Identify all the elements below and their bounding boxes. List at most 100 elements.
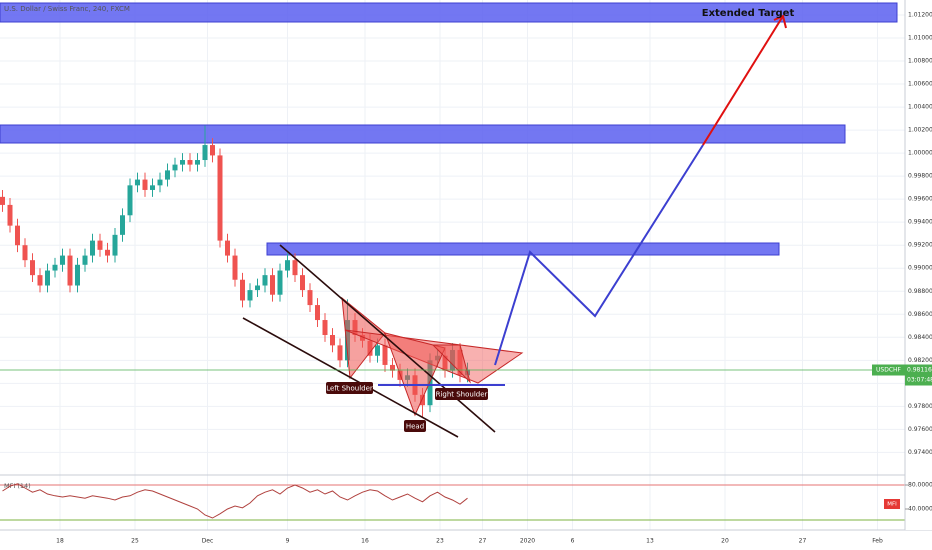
x-tick-label: 27 xyxy=(799,538,807,545)
candle-body xyxy=(315,305,320,321)
candle-body xyxy=(7,204,13,226)
candle-body xyxy=(22,245,28,261)
candle-body xyxy=(330,335,335,346)
candle-body xyxy=(337,345,343,361)
annotation: Extended Target xyxy=(702,8,795,19)
y-tick-label: 1.00200 xyxy=(908,127,932,134)
y-tick-label: 0.97800 xyxy=(908,403,932,410)
y-tick-label: 0.99000 xyxy=(908,265,932,272)
candle-body xyxy=(127,185,133,216)
candle-body xyxy=(382,345,388,365)
channel-top xyxy=(279,244,496,433)
indicator-tick-label: 80.00000 xyxy=(908,482,932,489)
candle-body xyxy=(135,179,140,186)
candle-body xyxy=(112,234,118,256)
candle-body xyxy=(247,290,253,301)
target-arrow xyxy=(702,15,784,146)
countdown-label: 03:07:48 xyxy=(907,377,932,384)
y-tick-label: 1.01000 xyxy=(908,34,932,41)
projection-path xyxy=(494,144,704,366)
overlay: 1.01200 1.01000 1.00800 1.00600 1.00400 1.002… xyxy=(0,11,932,545)
candle-body xyxy=(90,240,95,256)
y-tick-label: 0.99200 xyxy=(908,242,932,249)
candle-body xyxy=(390,364,395,371)
candle-body xyxy=(420,394,425,406)
indicator-title: MFI (14) xyxy=(4,482,31,490)
candle-body xyxy=(0,196,5,205)
y-tick-label: 0.98400 xyxy=(908,334,932,341)
candle-body xyxy=(142,179,148,190)
x-tick-label: 20 xyxy=(721,538,729,545)
label-box xyxy=(435,388,488,400)
x-tick-label: 25 xyxy=(131,538,139,545)
candle-body xyxy=(15,225,20,246)
candle-body xyxy=(240,279,245,301)
y-tick-label: 0.99800 xyxy=(908,173,932,180)
candle-body xyxy=(52,264,58,271)
y-tick-label: 0.97600 xyxy=(908,426,932,433)
right-shoulder-triangle xyxy=(431,344,471,384)
y-tick-label: 1.00000 xyxy=(908,150,932,157)
y-tick-label: 0.99400 xyxy=(908,219,932,226)
neck-zone xyxy=(266,242,780,256)
indicator-tick-label: 40.00000 xyxy=(908,506,932,513)
candle-body xyxy=(67,255,73,286)
candle-body xyxy=(60,255,65,265)
indicator-badge-box xyxy=(884,499,900,509)
x-tick-label: 13 xyxy=(646,538,654,545)
y-tick-label: 1.01200 xyxy=(908,11,932,18)
y-tick-label: 0.98200 xyxy=(908,357,932,364)
y-tick-label: 1.00600 xyxy=(908,81,932,88)
candle-body xyxy=(322,320,328,336)
candle-body xyxy=(30,260,35,276)
x-tick-label: 18 xyxy=(56,538,64,545)
candle-body xyxy=(292,260,298,276)
candle-body xyxy=(120,215,125,235)
candle-body xyxy=(285,260,290,271)
arrow-head xyxy=(773,14,787,29)
x-tick-label: 23 xyxy=(436,538,444,545)
price-axis xyxy=(905,0,932,530)
candle-body xyxy=(255,285,260,291)
candle-body xyxy=(300,275,305,291)
candle-body xyxy=(187,160,193,165)
candle-body xyxy=(307,290,313,306)
channel-bottom xyxy=(242,317,459,438)
candle-body xyxy=(165,170,170,180)
head-triangle xyxy=(384,332,446,417)
y-tick-label: 0.98800 xyxy=(908,288,932,295)
candle-body xyxy=(375,345,380,356)
indicator-badge: MFI xyxy=(887,502,897,508)
candle-body xyxy=(210,145,215,156)
chart-title: U.S. Dollar / Swiss Franc, 240, FXCM xyxy=(4,5,130,13)
price-box xyxy=(905,364,932,386)
x-tick-label: 6 xyxy=(571,538,575,545)
candle-body xyxy=(262,275,268,286)
candle-body xyxy=(157,179,163,186)
candle-body xyxy=(150,185,155,190)
x-tick-label: Feb xyxy=(872,538,883,545)
annotation: Right Shoulder xyxy=(436,391,488,399)
y-tick-label: 1.00400 xyxy=(908,104,932,111)
symbol-label: USDCHF xyxy=(876,367,902,374)
candle-body xyxy=(202,145,208,161)
annotation: Head xyxy=(406,423,424,431)
candle-body xyxy=(82,255,88,265)
candle-body xyxy=(217,155,223,241)
candle-body xyxy=(75,264,80,286)
y-tick-label: 0.97400 xyxy=(908,449,932,456)
candle-body xyxy=(270,275,275,295)
target-zone xyxy=(0,2,898,23)
y-tick-label: 0.99600 xyxy=(908,196,932,203)
label-box xyxy=(326,382,373,394)
x-tick-label: 2020 xyxy=(520,538,535,545)
candle-body xyxy=(97,240,103,250)
label-box xyxy=(404,420,426,432)
resistance-zone xyxy=(0,124,846,144)
x-tick-label: 27 xyxy=(479,538,487,545)
last-price-label: 0.98116 xyxy=(907,367,932,374)
symbol-box xyxy=(872,364,905,376)
